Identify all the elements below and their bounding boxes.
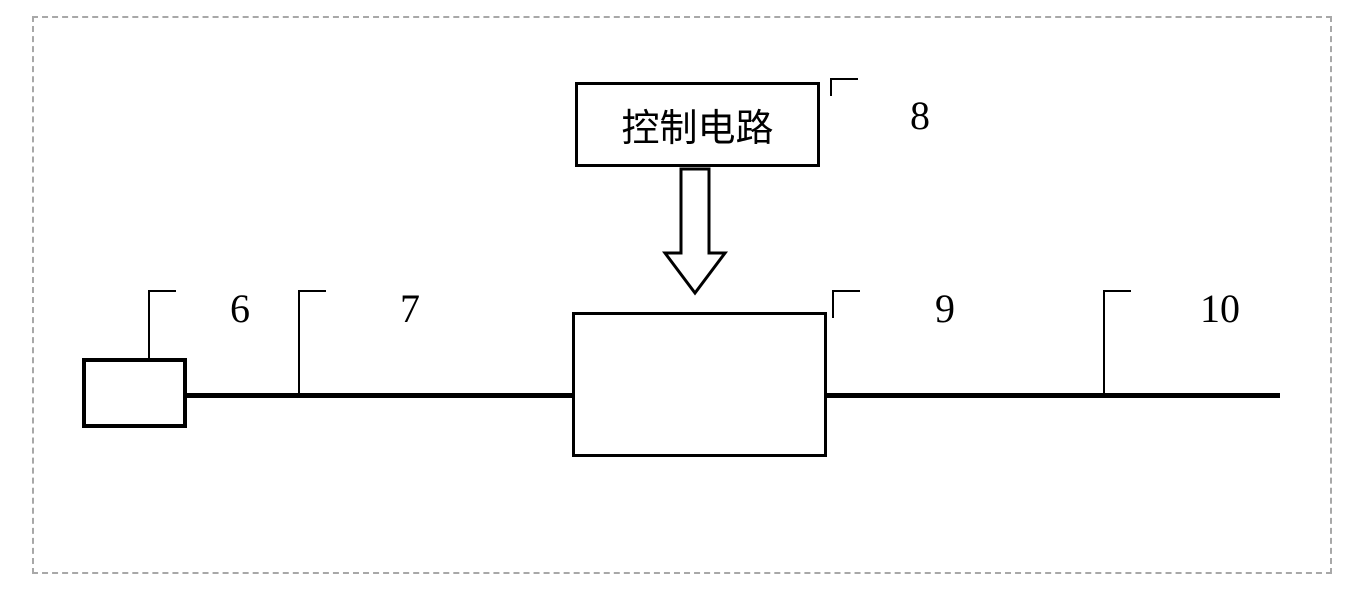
control-arrow-down-icon xyxy=(661,167,729,297)
leader-9 xyxy=(832,290,860,318)
leader-8 xyxy=(830,78,858,96)
control-circuit-block: 控制电路 xyxy=(575,82,820,167)
ref-label-7: 7 xyxy=(400,285,420,332)
ref-label-8: 8 xyxy=(910,92,930,139)
leader-7 xyxy=(298,290,326,393)
control-circuit-label: 控制电路 xyxy=(621,97,773,152)
leader-6 xyxy=(148,290,176,358)
ref-label-10: 10 xyxy=(1200,285,1240,332)
connector-line-7 xyxy=(187,393,572,398)
ref-label-9: 9 xyxy=(935,285,955,332)
ref-label-6: 6 xyxy=(230,285,250,332)
small-block-6 xyxy=(82,358,187,428)
leader-10 xyxy=(1103,290,1131,393)
big-block-9 xyxy=(572,312,827,457)
connector-line-10 xyxy=(827,393,1280,398)
